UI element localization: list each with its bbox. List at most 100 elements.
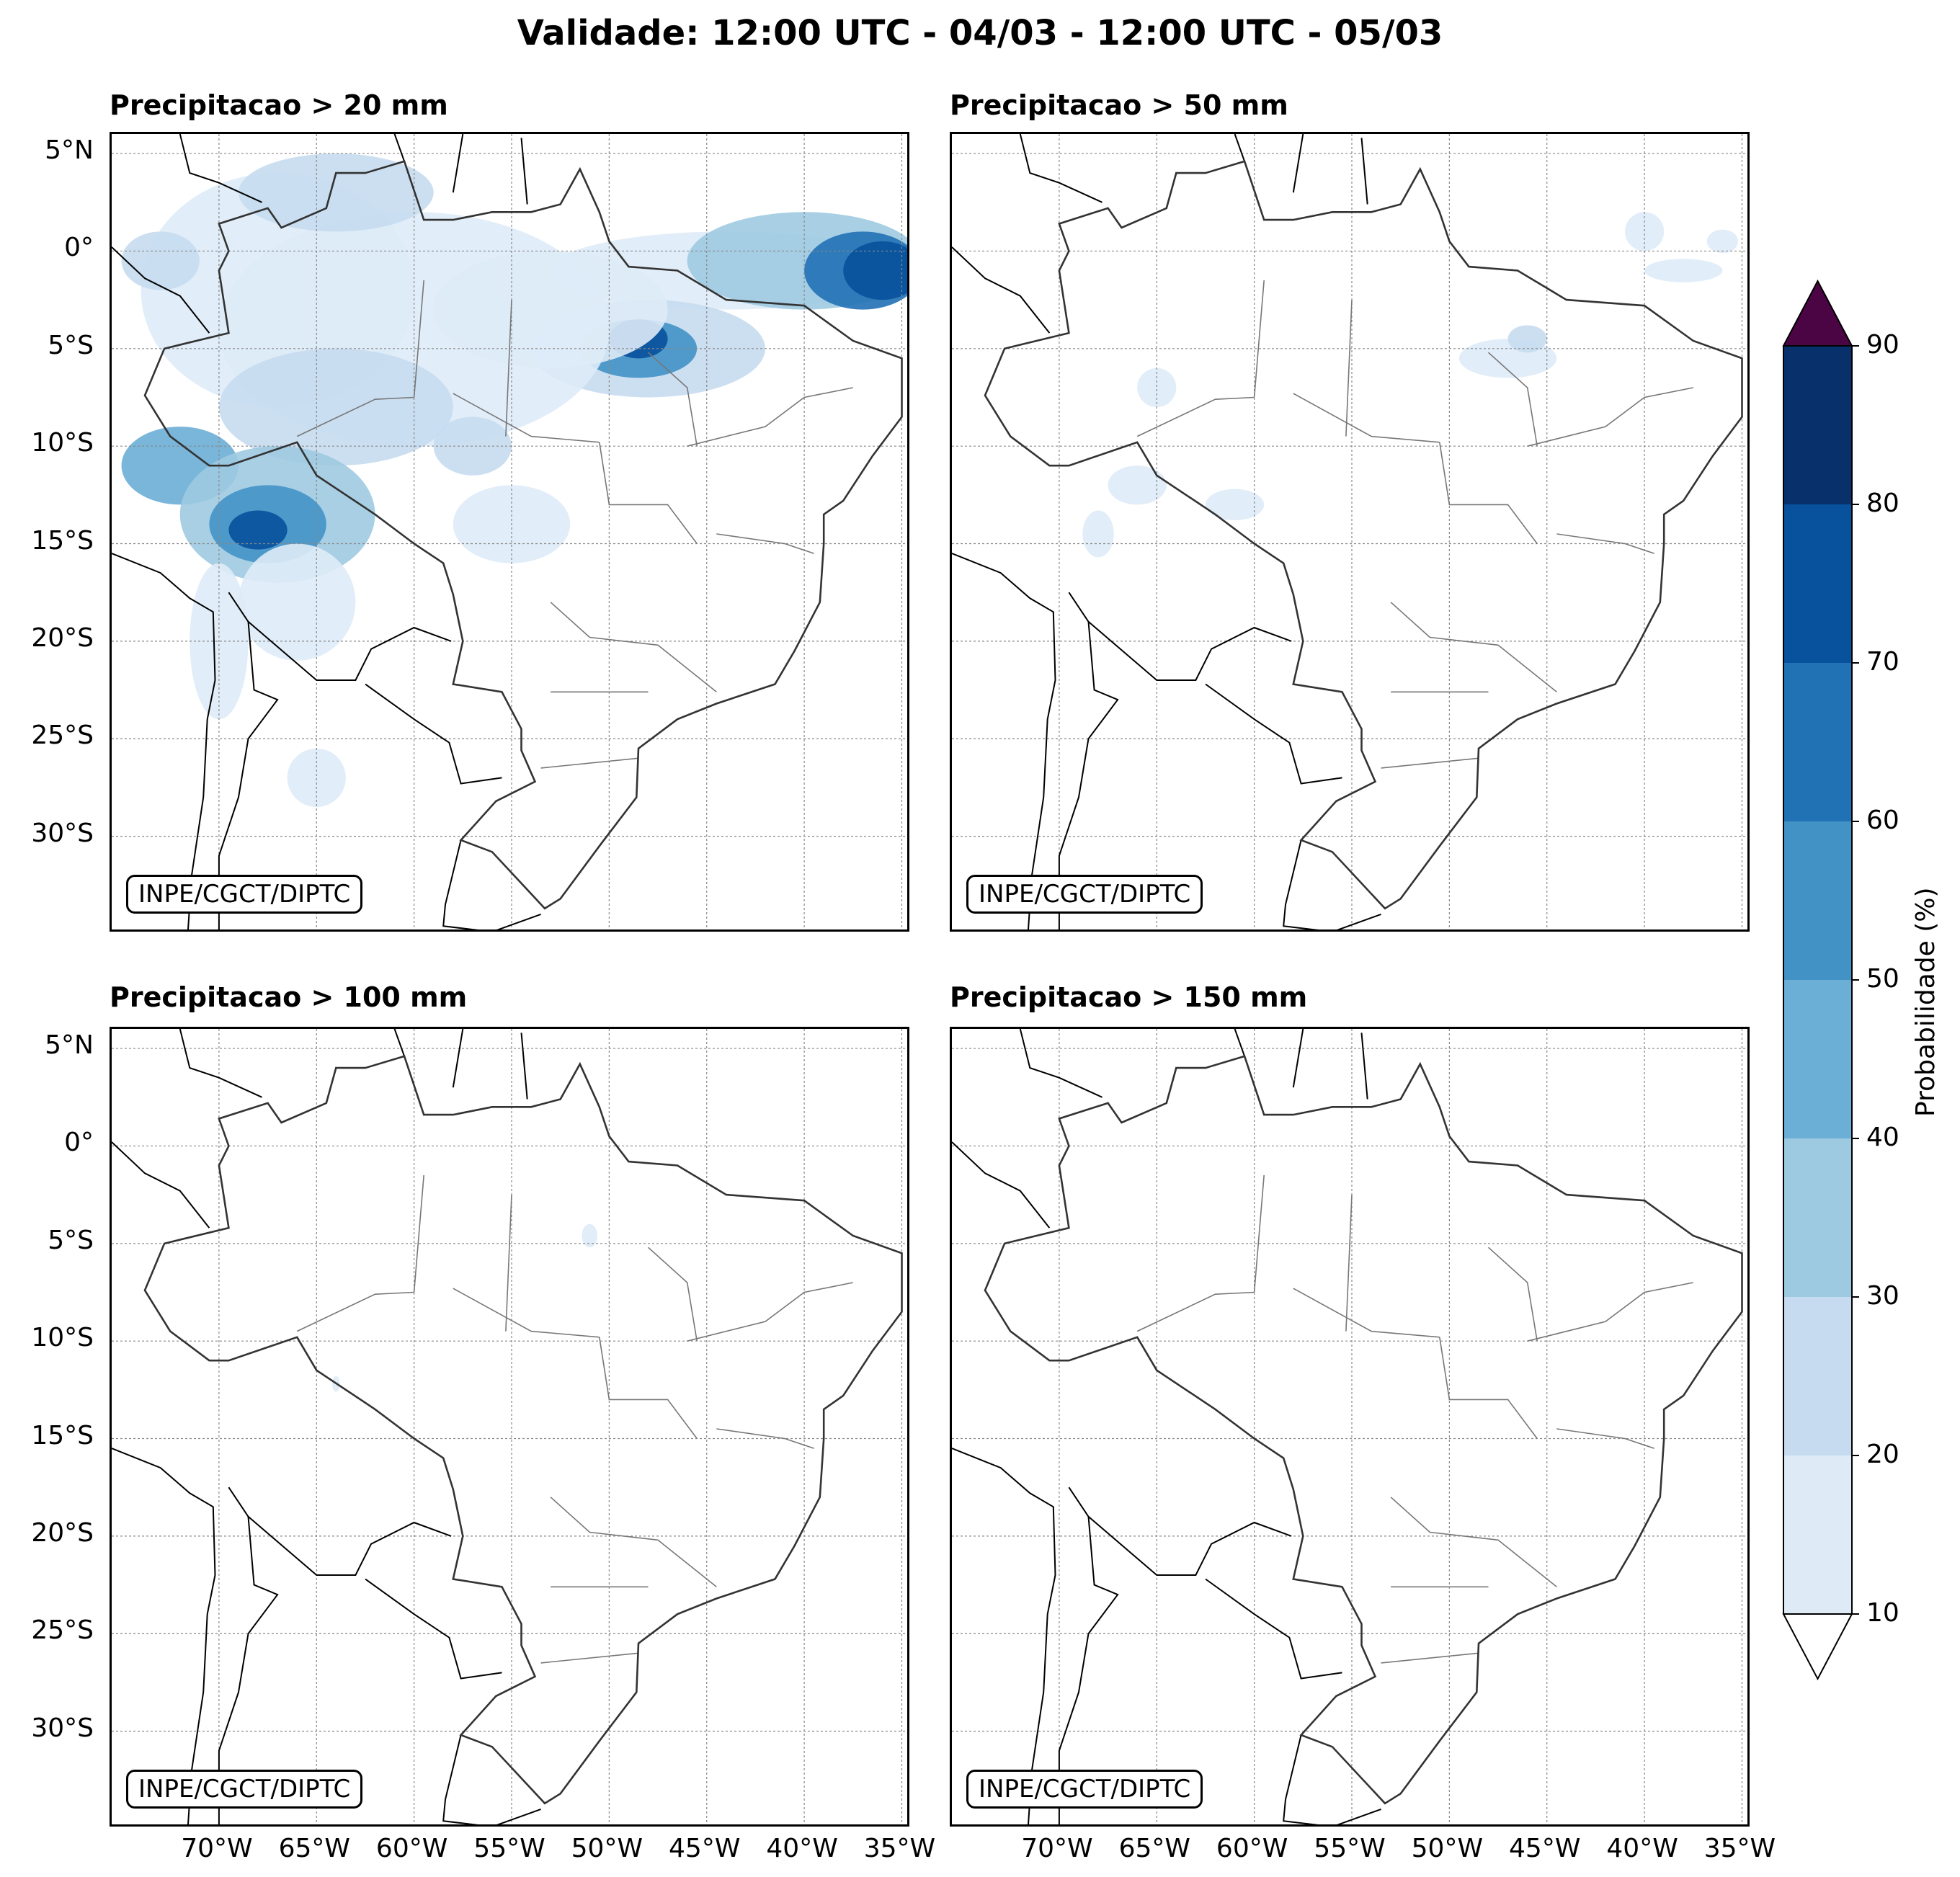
country-border [452,1029,464,1088]
country-border [247,1516,452,1576]
state-boundary [599,442,698,544]
country-border [1234,1029,1246,1057]
country-border [1019,134,1102,203]
probability-area [1625,212,1665,251]
state-boundary [1381,757,1479,769]
map-panel-50mm: INPE/CGCT/DIPTC [950,132,1750,932]
state-boundary [1136,1291,1255,1332]
country-border [952,1448,1056,1824]
country-border [520,138,528,205]
colorbar-title: Probabilidade (%) [1911,887,1941,1117]
map-canvas [952,134,1747,929]
country-border [112,1448,216,1824]
probability-area [1082,510,1114,558]
country-border [218,592,279,929]
country-border [179,134,262,203]
longitude-tick-label: 45°W [1509,1834,1581,1863]
map-canvas [952,1029,1747,1824]
panel-title-150mm: Precipitacao > 150 mm [950,981,1308,1013]
latitude-tick-label: 0° [64,1128,94,1158]
latitude-tick-label: 20°S [31,623,94,653]
state-boundary [453,1288,600,1338]
country-border [442,839,541,929]
longitude-tick-label: 70°W [1021,1834,1093,1863]
longitude-tick-label: 35°W [863,1834,936,1863]
longitude-tick-label: 35°W [1703,1834,1776,1863]
state-boundary [647,352,698,447]
country-border [112,246,210,334]
latitude-tick-label: 5°N [45,135,94,166]
longitude-tick-label: 60°W [375,1834,448,1863]
state-boundary [1487,1247,1538,1342]
colorbar-under-arrow [1782,1613,1853,1681]
state-boundary [505,300,512,437]
longitude-tick-label: 65°W [1118,1834,1190,1863]
state-boundary [540,1652,639,1664]
country-border [365,683,502,785]
probability-area [582,1223,598,1248]
state-boundary [1293,393,1440,443]
country-border [112,553,216,929]
colorbar-segment [1783,346,1852,504]
state-boundary [550,1497,717,1587]
map-canvas [112,134,907,929]
latitude-tick-label: 5°S [48,1225,94,1255]
longitude-tick-label: 45°W [669,1834,741,1863]
latitude-tick-label: 5°N [45,1030,94,1061]
probability-area [218,348,453,466]
colorbar-segment [1783,663,1852,821]
country-border [1360,138,1368,205]
longitude-tick-label: 70°W [181,1834,253,1863]
probability-area [1137,367,1177,408]
country-border [1234,134,1246,162]
probability-area [1706,229,1739,254]
probability-area [121,231,200,290]
map-canvas [112,1029,907,1824]
colorbar-segment [1783,821,1852,980]
country-border [1058,592,1119,929]
probability-area [238,543,356,661]
country-border [442,1734,541,1824]
state-boundary [687,387,853,447]
panel-title-50mm: Precipitacao > 50 mm [950,89,1288,121]
longitude-tick-label: 55°W [1314,1834,1386,1863]
country-border [1360,1033,1368,1100]
map-panel-20mm: INPE/CGCT/DIPTC [110,132,909,932]
state-boundary [505,1195,512,1332]
state-boundary [1556,533,1654,554]
state-boundary [296,396,414,437]
country-border [1087,1516,1292,1576]
country-border [218,1486,279,1824]
country-border [365,1578,502,1680]
country-border [520,1033,528,1100]
state-boundary [1439,442,1538,544]
country-border [1205,1578,1342,1680]
latitude-tick-label: 5°S [48,330,94,360]
state-boundary [1390,1497,1557,1587]
probability-area [238,153,434,232]
latitude-tick-label: 10°S [31,428,94,458]
longitude-tick-label: 50°W [1411,1834,1484,1863]
probability-area [843,241,907,300]
latitude-tick-label: 20°S [31,1517,94,1548]
country-border [452,134,464,193]
longitude-tick-label: 50°W [571,1834,643,1863]
latitude-tick-label: 25°S [31,1615,94,1646]
latitude-tick-label: 0° [64,233,94,263]
figure-title: Validade: 12:00 UTC - 04/03 - 12:00 UTC … [517,13,1443,53]
state-boundary [413,280,424,398]
colorbar-tick-label: 70 [1866,647,1899,677]
credit-box: INPE/CGCT/DIPTC [126,1770,363,1809]
state-boundary [716,1428,814,1449]
country-border [393,1029,406,1057]
state-boundary [1439,1337,1538,1439]
latitude-tick-label: 25°S [31,721,94,751]
brazil-outline [984,160,1743,910]
state-boundary [296,1291,414,1332]
colorbar-over-arrow [1782,279,1853,347]
state-boundary [540,757,639,769]
brazil-outline [143,160,903,910]
state-boundary [687,1282,853,1342]
latitude-tick-label: 10°S [31,1323,94,1353]
brazil-outline [143,1055,903,1805]
